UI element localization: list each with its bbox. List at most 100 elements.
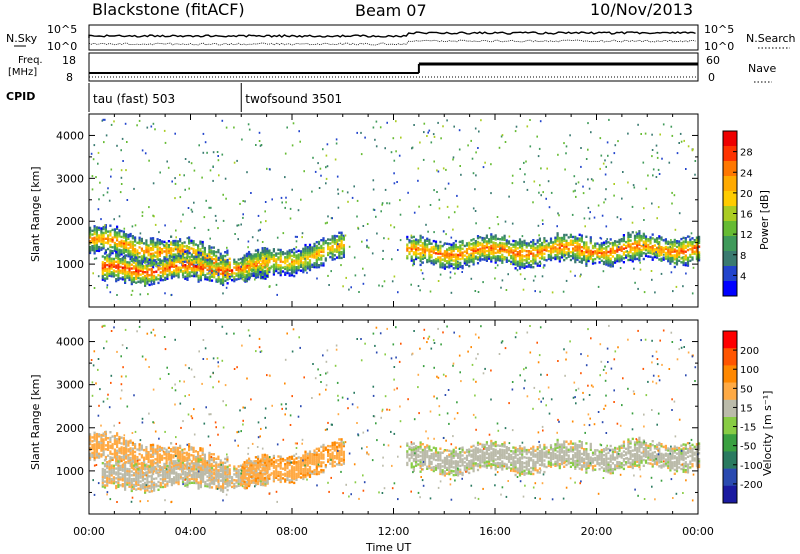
power-cell [669,246,672,250]
power-cell [210,279,214,282]
power-speck [298,130,300,133]
power-cell [423,243,427,246]
velocity-cell [113,442,116,446]
power-cell [693,240,696,244]
velocity-cell [153,466,156,469]
power-cell [620,238,623,241]
power-cell [554,257,557,261]
velocity-cell [190,448,193,451]
power-speck [91,175,94,178]
power-cell [649,238,652,241]
power-cell [565,245,568,248]
power-cell [89,251,92,255]
power-cell [186,267,189,270]
power-speck [336,175,339,178]
power-cell [288,272,291,275]
power-cell [184,277,187,280]
power-cell [170,247,173,250]
power-cell [638,253,641,256]
velocity-cell [179,454,182,457]
power-cell [266,261,269,264]
power-cell [286,271,289,275]
power-speck [150,281,153,284]
power-cell [261,252,264,256]
power-speck [97,162,99,165]
power-speck [179,173,181,176]
power-speck [221,119,224,122]
power-cell [159,278,162,282]
velocity-cell [139,474,142,477]
power-cell [470,260,473,263]
power-cell [583,241,586,244]
power-cell [607,258,610,261]
velocity-cell [166,474,169,477]
velocity-cell [143,456,146,459]
power-cell [103,263,107,267]
velocity-cell [146,477,149,480]
power-speck [360,131,362,134]
velocity-cell [226,477,229,480]
power-cell [642,236,645,239]
power-cell [638,233,641,237]
power-cell [159,259,162,262]
velocity-cell [175,479,178,482]
power-cell [164,269,167,272]
power-cell [91,248,94,252]
velocity-cell [108,473,111,476]
power-cell [472,247,475,251]
power-cell [567,251,570,254]
power-cell [141,266,144,269]
power-cell [472,238,475,241]
power-cell [565,257,568,260]
velocity-cell [107,440,110,444]
power-cell [100,240,103,244]
power-cell [662,258,665,261]
velocity-cell [89,439,92,442]
power-cell [629,249,632,252]
power-speck [482,166,485,169]
power-cell [197,268,200,272]
power-cell [217,270,220,273]
power-speck [294,235,297,238]
power-cell [116,248,119,252]
velocity-cell [139,468,142,472]
power-cell [176,240,179,243]
power-cell [490,244,493,248]
power-cell [441,266,444,269]
power-cell [576,248,579,252]
power-cell [691,244,694,248]
power-cell [441,262,444,265]
power-cell [651,256,654,259]
power-cell [98,226,101,229]
power-speck [588,187,591,190]
power-speck [452,228,454,231]
power-speck [342,234,345,237]
power-cell [545,245,548,248]
power-cell [115,252,118,256]
power-cell [695,255,698,259]
velocity-cell [104,448,107,451]
power-speck [126,141,128,143]
power-cell [494,261,497,264]
power-cell [415,250,418,253]
power-speck [362,282,365,285]
freq-panel-frame [88,52,699,82]
power-cell [158,258,161,261]
power-cell [137,269,140,272]
power-speck [108,199,111,202]
power-cell [565,253,568,256]
power-speck [193,201,195,204]
power-cell [149,247,152,250]
power-cell [636,244,639,247]
power-cell [153,280,156,283]
power-speck [656,151,659,154]
power-cell [132,280,136,284]
power-cell [556,243,559,247]
velocity-cell [208,463,211,466]
power-cell [129,244,132,247]
power-cell [286,258,289,261]
power-cell [525,261,528,264]
power-cell [439,264,442,267]
power-speck [671,134,674,137]
power-cell [299,250,303,253]
